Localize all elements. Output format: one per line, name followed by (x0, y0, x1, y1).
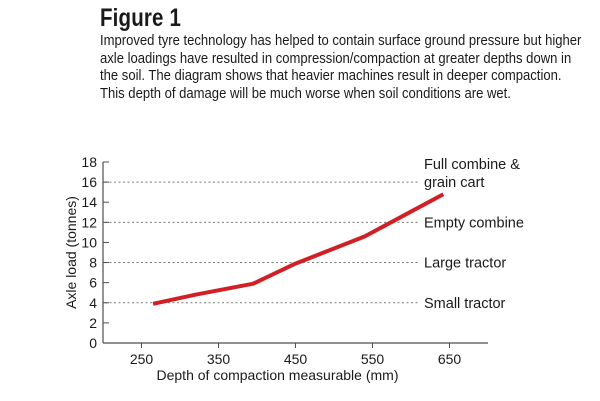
x-tick-label: 450 (284, 351, 308, 367)
series-line (152, 192, 445, 306)
reference-label: Large tractor (424, 256, 506, 272)
figure-caption: Improved tyre technology has helped to c… (100, 32, 582, 102)
y-tick-label: 10 (81, 234, 97, 250)
x-tick-label: 350 (207, 351, 231, 367)
reference-label: Empty combine (424, 215, 524, 231)
reference-label: Full combine & (424, 157, 520, 173)
y-tick-label: 18 (81, 154, 97, 170)
y-tick-label: 0 (89, 335, 97, 351)
x-axis-label: Depth of compaction measurable (mm) (157, 367, 399, 383)
x-tick-label: 250 (130, 351, 154, 367)
figure-title: Figure 1 (100, 4, 182, 32)
x-tick-label: 550 (361, 351, 385, 367)
y-tick-label: 14 (81, 194, 97, 210)
reference-label: grain cart (424, 175, 484, 191)
reference-label: Small tractor (424, 296, 506, 312)
y-tick-label: 12 (81, 214, 97, 230)
y-tick-label: 6 (89, 275, 97, 291)
y-tick-label: 2 (89, 315, 97, 331)
y-tick-label: 16 (81, 174, 97, 190)
y-tick-label: 4 (89, 295, 97, 311)
x-tick-label: 650 (438, 351, 462, 367)
y-axis-label: Axle load (tonnes) (63, 196, 79, 309)
y-tick-label: 8 (89, 255, 97, 271)
